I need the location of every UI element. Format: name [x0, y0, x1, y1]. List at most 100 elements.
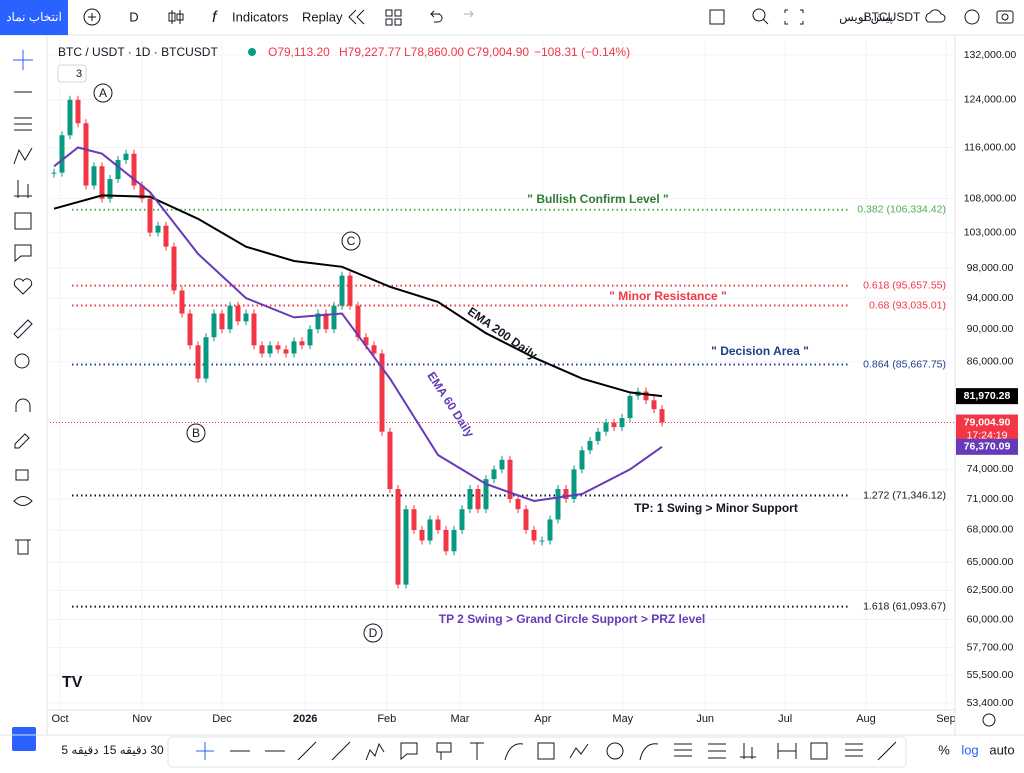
candle — [203, 337, 209, 379]
draw-range[interactable] — [777, 743, 797, 759]
expand-icon[interactable] — [784, 9, 804, 25]
candle — [211, 313, 217, 338]
candle — [315, 313, 321, 330]
symbol-search-text[interactable]: انتخاب نماد — [6, 10, 62, 24]
object-tree-button[interactable] — [12, 727, 36, 751]
shape-tool[interactable] — [14, 212, 32, 230]
hide-tool[interactable] — [13, 496, 33, 506]
draw-daterange[interactable] — [810, 742, 828, 760]
indicator-toggle[interactable] — [57, 64, 87, 83]
y-tick-label: 86,000.00 — [967, 356, 1014, 368]
range-5m[interactable]: 5 دقیقه — [61, 743, 98, 757]
fullscreen-icon[interactable] — [709, 9, 725, 25]
draw-cross[interactable] — [196, 742, 214, 760]
projection-tool[interactable] — [14, 180, 32, 198]
y-tick-label: 108,000.00 — [964, 192, 1017, 204]
y-tick-label: 62,500.00 — [967, 584, 1014, 596]
chart-area: Oct Nov Dec 2026 Feb Mar Apr May Jun Jul Aug Sep 132… — [50, 38, 1016, 725]
candle — [587, 440, 593, 451]
x-tick-label: Jun — [696, 713, 714, 725]
draw-info[interactable] — [331, 741, 351, 761]
level-label: 0.68 (93,035.01) — [869, 299, 946, 311]
legend-open: O79,113.20 — [268, 45, 330, 59]
indicators-icon[interactable]: f — [212, 9, 218, 26]
draft-text[interactable]: پیش نویس — [839, 10, 893, 24]
draw-text[interactable] — [470, 742, 484, 760]
draw-lines[interactable] — [845, 743, 863, 757]
text-tool[interactable] — [14, 244, 32, 263]
indicator-count[interactable]: 3 — [76, 68, 82, 80]
range-30m[interactable]: 30 — [150, 743, 164, 757]
auto-toggle[interactable]: auto — [989, 742, 1014, 757]
candle — [283, 349, 289, 354]
replay-icon[interactable] — [348, 9, 365, 25]
candle — [115, 159, 121, 180]
chart-type-icon[interactable] — [168, 10, 184, 24]
range-15m[interactable]: 15 دقیقه — [103, 743, 147, 757]
symbol-search-button[interactable] — [0, 0, 68, 35]
favorites-tool[interactable] — [13, 278, 33, 295]
add-symbol-icon[interactable] — [83, 8, 101, 26]
log-toggle[interactable]: log — [961, 742, 978, 757]
indicators-button[interactable]: Indicators — [232, 9, 289, 24]
interval-button[interactable]: D — [129, 9, 138, 24]
candle — [291, 341, 297, 354]
settings-icon[interactable] — [964, 9, 980, 25]
y-tick-label: 53,400.00 — [967, 697, 1014, 709]
candle — [235, 305, 241, 322]
left-toolbar — [13, 50, 33, 555]
draw-fib-ext[interactable] — [708, 743, 726, 759]
draw-circle[interactable] — [606, 742, 624, 760]
layouts-icon[interactable] — [385, 9, 402, 26]
snapshot-icon[interactable] — [996, 10, 1014, 24]
redo-icon[interactable] — [464, 10, 475, 18]
candle — [435, 519, 441, 530]
x-tick-label: Jul — [778, 713, 792, 725]
legend-low: L78,860.00 — [404, 45, 464, 59]
pattern-tool[interactable] — [13, 147, 33, 165]
ticker-text[interactable]: BTCUSDT — [864, 10, 921, 24]
axis-settings-icon[interactable] — [982, 713, 996, 727]
draw-path[interactable] — [569, 743, 589, 759]
replay-button[interactable]: Replay — [302, 9, 343, 24]
price-badge-label: 79,004.90 — [964, 416, 1011, 428]
y-tick-label: 60,000.00 — [967, 613, 1014, 625]
draw-brush[interactable] — [504, 743, 524, 761]
draw-callout[interactable] — [400, 742, 418, 761]
magnet-tool[interactable] — [15, 398, 31, 412]
zoom-tool[interactable] — [14, 353, 30, 369]
draw-rect[interactable] — [537, 742, 555, 760]
level-note: TP: 1 Swing > Minor Support — [634, 501, 798, 515]
draw-arc[interactable] — [639, 743, 659, 761]
remove-tool[interactable] — [15, 539, 31, 555]
cloud-icon[interactable] — [925, 9, 946, 23]
percent-toggle[interactable]: % — [938, 742, 950, 757]
annotation-circle — [363, 623, 383, 643]
draw-flag[interactable] — [436, 742, 452, 760]
candle — [539, 540, 545, 542]
zoom-icon[interactable] — [752, 8, 766, 22]
candle — [195, 345, 201, 379]
draw-trend[interactable] — [297, 741, 317, 761]
y-tick-label: 55,500.00 — [967, 669, 1014, 681]
y-tick-label: 71,000.00 — [967, 493, 1014, 505]
measure-tool[interactable] — [13, 319, 33, 339]
draw-pen[interactable] — [877, 741, 897, 761]
undo-icon[interactable] — [429, 10, 443, 23]
lock-tool[interactable] — [15, 469, 29, 481]
candle — [155, 225, 161, 233]
stay-drawing-tool[interactable] — [14, 433, 30, 449]
market-status-dot — [248, 48, 256, 56]
fib-tool[interactable] — [14, 117, 32, 131]
draw-wave[interactable] — [365, 742, 385, 761]
candle — [243, 313, 249, 322]
candle — [451, 529, 457, 552]
candle — [99, 166, 105, 199]
y-tick-label: 103,000.00 — [964, 226, 1017, 238]
candle — [131, 153, 137, 186]
price-badge-label: 81,970.28 — [964, 390, 1011, 402]
crosshair-tool[interactable] — [13, 50, 33, 70]
top-bar — [0, 0, 1024, 35]
draw-proj[interactable] — [740, 743, 756, 759]
draw-fib[interactable] — [674, 743, 692, 757]
